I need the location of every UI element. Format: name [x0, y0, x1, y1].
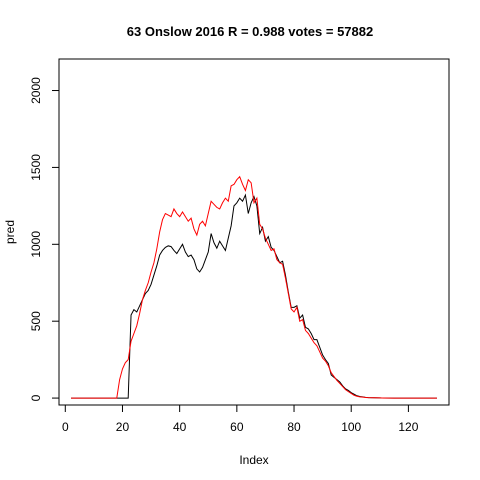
y-tick-label: 0: [29, 394, 43, 401]
y-axis-label: pred: [3, 220, 17, 244]
x-tick-label: 60: [230, 420, 244, 434]
x-tick-label: 20: [116, 420, 130, 434]
x-axis-label: Index: [239, 453, 268, 467]
y-tick-label: 2000: [29, 77, 43, 104]
x-tick-label: 0: [62, 420, 69, 434]
y-tick-label: 1500: [29, 154, 43, 181]
series-layer: [71, 175, 437, 399]
y-axis: 0 500 1000 1500 2000: [29, 77, 60, 401]
y-tick-label: 1000: [29, 231, 43, 258]
x-axis: 0 20 40 60 80 100 120: [62, 404, 419, 434]
x-tick-label: 100: [341, 420, 361, 434]
y-tick-label: 500: [29, 311, 43, 331]
series-line-2: [71, 175, 437, 399]
x-tick-label: 120: [398, 420, 418, 434]
plot-area: [58, 58, 450, 406]
chart-title: 63 Onslow 2016 R = 0.988 votes = 57882: [127, 24, 373, 39]
x-tick-label: 40: [173, 420, 187, 434]
x-tick-label: 80: [287, 420, 301, 434]
series-line-1: [71, 193, 437, 399]
